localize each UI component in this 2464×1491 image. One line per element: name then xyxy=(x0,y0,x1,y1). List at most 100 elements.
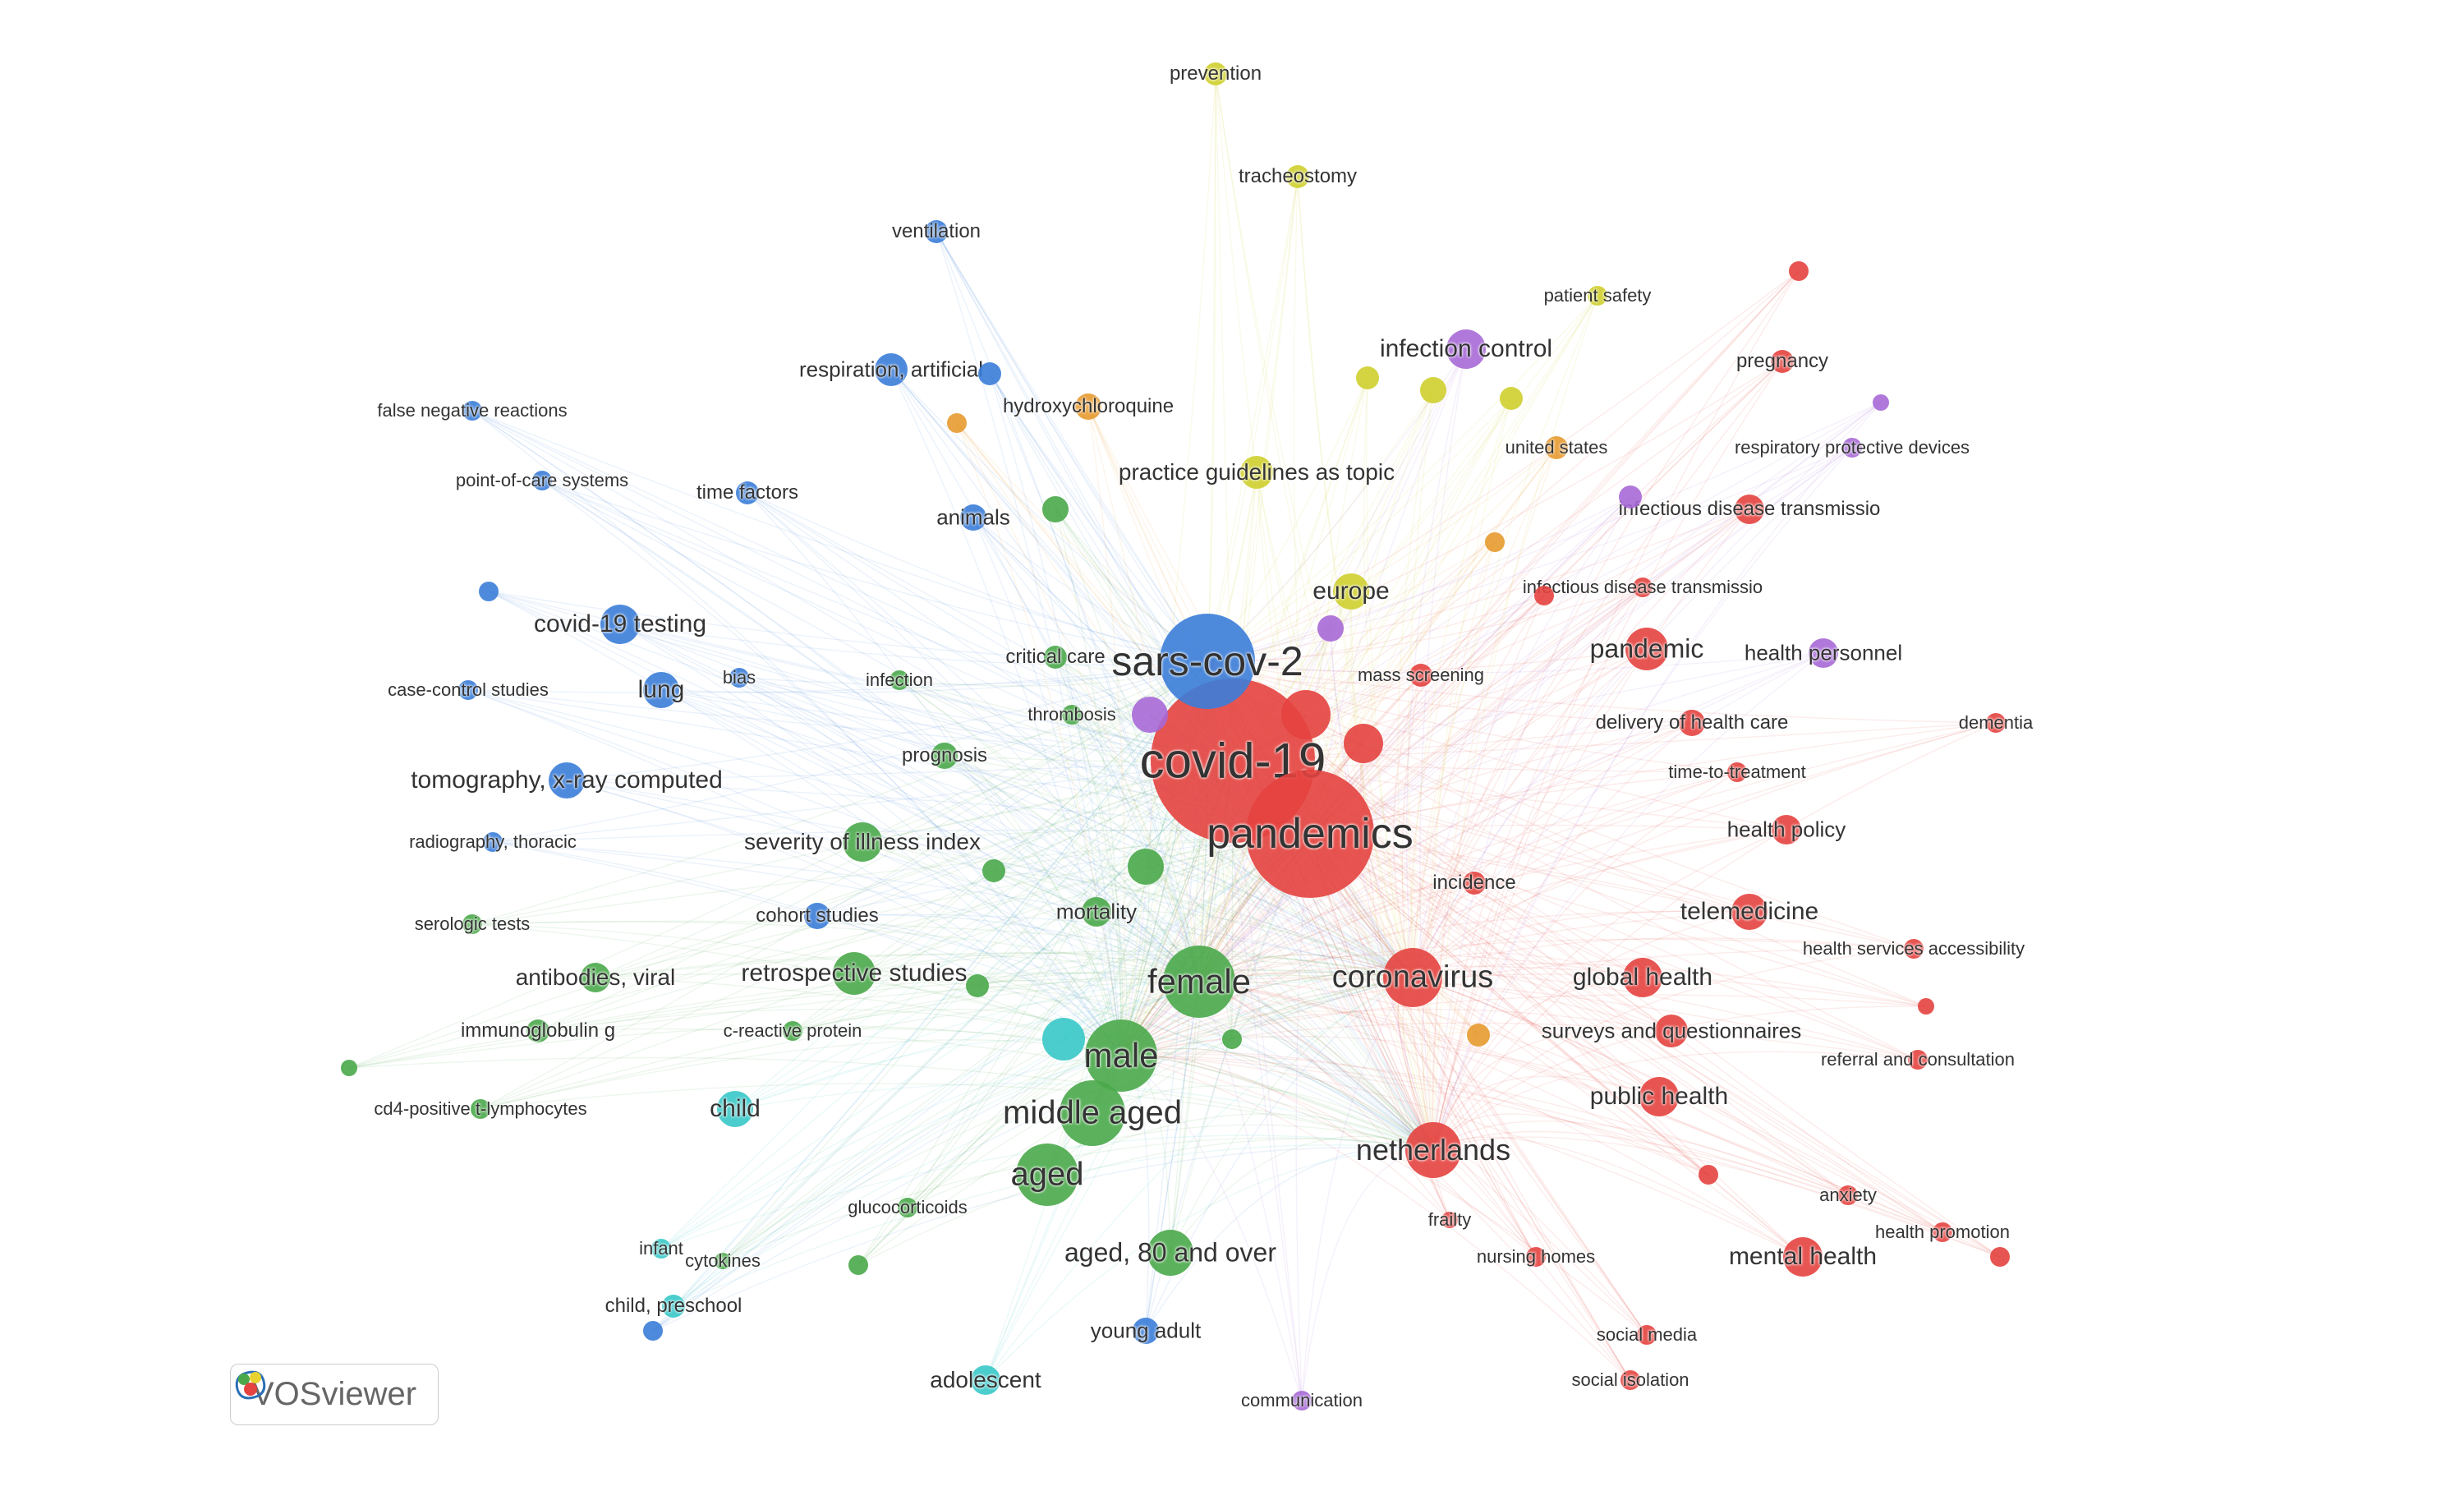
node-grn-dot-2[interactable] xyxy=(982,859,1005,882)
node-inf-control[interactable] xyxy=(1446,329,1486,369)
node-telemedicine[interactable] xyxy=(1731,894,1768,930)
node-idt1[interactable] xyxy=(1735,495,1764,524)
node-time-to-treat[interactable] xyxy=(1727,762,1747,782)
node-cytokines[interactable] xyxy=(715,1253,731,1269)
node-radiography[interactable] xyxy=(483,832,503,852)
node-child[interactable] xyxy=(717,1091,753,1127)
node-infection[interactable] xyxy=(890,670,909,690)
node-mass-screen[interactable] xyxy=(1409,664,1432,687)
node-prognosis[interactable] xyxy=(931,743,958,769)
node-blu-dot-1[interactable] xyxy=(643,1321,663,1341)
node-glucocorticoids[interactable] xyxy=(898,1198,917,1217)
node-ylw-dot-3[interactable] xyxy=(1500,387,1523,410)
node-cd4[interactable] xyxy=(471,1099,490,1119)
node-health-pers[interactable] xyxy=(1809,638,1838,668)
node-red-dot-6[interactable] xyxy=(1344,724,1383,763)
node-ylw-dot-1[interactable] xyxy=(1420,377,1446,403)
node-rpd[interactable] xyxy=(1842,438,1862,458)
node-c-reactive[interactable] xyxy=(783,1021,802,1041)
node-grn-dot-1[interactable] xyxy=(1042,496,1069,522)
node-thrombosis[interactable] xyxy=(1062,705,1082,725)
node-adolescent[interactable] xyxy=(971,1365,1000,1395)
node-retrospective[interactable] xyxy=(833,952,876,995)
node-public-health[interactable] xyxy=(1639,1077,1679,1116)
node-pur-dot-1[interactable] xyxy=(1317,615,1344,642)
node-bias[interactable] xyxy=(729,668,749,688)
node-prevention[interactable] xyxy=(1204,62,1227,85)
node-social-media[interactable] xyxy=(1637,1325,1657,1345)
node-false-neg[interactable] xyxy=(462,401,482,421)
node-tomography[interactable] xyxy=(549,762,585,798)
node-mortality[interactable] xyxy=(1082,897,1111,927)
node-grn-dot-7[interactable] xyxy=(1128,849,1164,885)
node-cyn-dot-1[interactable] xyxy=(1042,1018,1085,1061)
node-critical-care[interactable] xyxy=(1044,646,1067,669)
node-middle-aged[interactable] xyxy=(1060,1080,1125,1146)
node-delivery-care[interactable] xyxy=(1679,710,1705,736)
node-pur-dot-4[interactable] xyxy=(1132,697,1168,733)
node-ylw-dot-2[interactable] xyxy=(1356,366,1379,389)
node-blu-dot-2[interactable] xyxy=(479,582,499,601)
node-mental-health[interactable] xyxy=(1783,1237,1823,1277)
node-dementia[interactable] xyxy=(1986,713,2006,733)
node-red-dot-3[interactable] xyxy=(1918,998,1934,1015)
node-health-policy[interactable] xyxy=(1772,815,1801,844)
node-infant[interactable] xyxy=(651,1239,671,1259)
node-animals[interactable] xyxy=(960,504,986,531)
node-patient-safety[interactable] xyxy=(1588,286,1607,306)
node-pur-dot-3[interactable] xyxy=(1873,394,1889,411)
node-sars-cov-2[interactable] xyxy=(1160,614,1255,709)
node-incidence[interactable] xyxy=(1463,872,1486,895)
node-female[interactable] xyxy=(1163,946,1235,1018)
node-serologic[interactable] xyxy=(462,914,482,934)
node-grn-dot-5[interactable] xyxy=(966,974,989,997)
node-hydroxychl[interactable] xyxy=(1075,393,1101,420)
node-case-control[interactable] xyxy=(458,680,478,700)
node-pregnancy[interactable] xyxy=(1771,350,1794,373)
node-cohort[interactable] xyxy=(804,903,830,929)
node-red-dot-4[interactable] xyxy=(1699,1165,1718,1185)
node-referral[interactable] xyxy=(1908,1050,1928,1070)
node-pur-dot-2[interactable] xyxy=(1619,485,1642,509)
node-young-adult[interactable] xyxy=(1133,1318,1159,1344)
node-antibodies[interactable] xyxy=(581,963,610,992)
node-poc[interactable] xyxy=(532,471,552,490)
node-org-dot-2[interactable] xyxy=(947,413,967,433)
node-red-dot-5[interactable] xyxy=(1534,586,1554,605)
node-respiration[interactable] xyxy=(875,353,908,386)
node-time-factors[interactable] xyxy=(736,481,759,504)
node-anxiety[interactable] xyxy=(1838,1185,1858,1205)
node-aged[interactable] xyxy=(1016,1144,1078,1206)
node-tracheostomy[interactable] xyxy=(1286,165,1309,188)
node-idt2[interactable] xyxy=(1633,578,1653,597)
node-united-states[interactable] xyxy=(1545,436,1568,459)
node-surveys[interactable] xyxy=(1655,1015,1688,1047)
node-global-health[interactable] xyxy=(1623,958,1662,997)
node-aged-80[interactable] xyxy=(1147,1230,1193,1276)
node-covid-testing[interactable] xyxy=(600,605,640,644)
node-nursing-homes[interactable] xyxy=(1526,1247,1546,1267)
node-grn-dot-6[interactable] xyxy=(341,1060,357,1076)
node-blu-dot-3[interactable] xyxy=(978,362,1001,385)
node-pandemic[interactable] xyxy=(1625,628,1668,670)
node-coronavirus[interactable] xyxy=(1383,948,1442,1007)
node-immunoglobulin[interactable] xyxy=(526,1019,549,1042)
node-severity[interactable] xyxy=(843,822,882,862)
node-lung[interactable] xyxy=(643,672,679,708)
node-red-dot-7[interactable] xyxy=(1281,690,1331,739)
node-social-iso[interactable] xyxy=(1620,1370,1640,1390)
node-health-promo[interactable] xyxy=(1933,1222,1952,1242)
node-pandemics[interactable] xyxy=(1246,770,1374,898)
node-hsa[interactable] xyxy=(1904,939,1924,959)
node-grn-dot-4[interactable] xyxy=(1222,1029,1242,1049)
node-practice[interactable] xyxy=(1240,456,1273,489)
node-red-dot-2[interactable] xyxy=(1990,1247,2010,1267)
node-grn-dot-3[interactable] xyxy=(848,1255,868,1275)
node-frailty[interactable] xyxy=(1441,1212,1458,1228)
node-child-pre[interactable] xyxy=(662,1295,685,1318)
node-ventilation[interactable] xyxy=(925,220,948,243)
node-europe[interactable] xyxy=(1333,573,1369,610)
node-red-dot-1[interactable] xyxy=(1789,261,1809,281)
node-communication[interactable] xyxy=(1292,1391,1312,1410)
node-netherlands[interactable] xyxy=(1405,1122,1461,1178)
